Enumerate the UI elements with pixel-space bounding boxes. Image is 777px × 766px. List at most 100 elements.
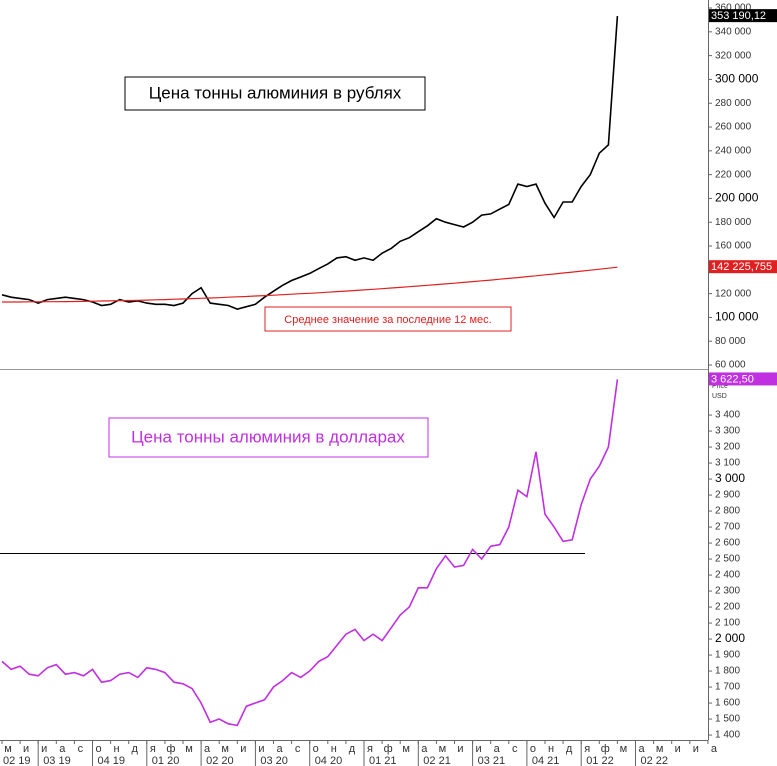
x-tick-label: ф — [166, 743, 175, 755]
x-tick-label: н — [548, 743, 554, 755]
y-tick-label: 280 000 — [715, 98, 752, 109]
quarter-label: 02 22 — [641, 755, 669, 766]
y-tick-label: 1 500 — [715, 714, 740, 725]
axis-unit: USD — [712, 393, 727, 400]
y-tick-label: 2 800 — [715, 506, 740, 517]
y-tick-label: 2 500 — [715, 554, 740, 565]
quarter-label: 04 19 — [98, 755, 126, 766]
x-tick-label: а — [421, 743, 428, 755]
x-tick-label: о — [313, 743, 319, 755]
last-value-box — [709, 260, 777, 274]
y-tick-label: 1 400 — [715, 730, 740, 741]
x-tick-label: а — [59, 743, 66, 755]
y-tick-label: 2 600 — [715, 538, 740, 549]
x-tick-label: я — [150, 743, 156, 755]
y-tick-label: 1 600 — [715, 698, 740, 709]
last-value-box — [709, 9, 777, 23]
x-tick-label: д — [349, 743, 356, 755]
quarter-label: 04 20 — [315, 755, 343, 766]
x-tick-label: и — [457, 743, 463, 755]
quarter-label: 01 22 — [586, 755, 614, 766]
y-tick-label: 160 000 — [715, 241, 752, 252]
annotation-box — [264, 306, 512, 332]
x-tick-label: я — [367, 743, 373, 755]
x-tick-label: а — [276, 743, 283, 755]
x-tick-label: и — [23, 743, 29, 755]
x-tick-label: и — [258, 743, 264, 755]
quarter-label: 01 21 — [369, 755, 397, 766]
y-tick-label: 2 100 — [715, 618, 740, 629]
y-tick-label: 100 000 — [715, 310, 759, 324]
y-tick-label: 2 700 — [715, 522, 740, 533]
y-tick-label: 2 200 — [715, 602, 740, 613]
x-tick-label: а — [494, 743, 501, 755]
quarter-label: 02 21 — [423, 755, 451, 766]
line — [2, 266, 618, 303]
y-tick-label: 1 800 — [715, 666, 740, 677]
x-tick-label: ф — [384, 743, 393, 755]
quarter-label: 03 20 — [260, 755, 288, 766]
x-tick-label: а — [204, 743, 211, 755]
x-tick-label: и — [675, 743, 681, 755]
y-tick-label: 180 000 — [715, 217, 752, 228]
x-tick-label: а — [711, 743, 718, 755]
last-value-label: 353 190,12 — [711, 10, 766, 22]
annotation-box — [108, 417, 429, 458]
annotation: Цена тонны алюминия в рублях — [149, 83, 402, 102]
quarter-label: 03 19 — [43, 755, 71, 766]
x-tick-label: о — [95, 743, 101, 755]
x-tick-label: д — [131, 743, 138, 755]
x-tick-label: м — [402, 743, 410, 755]
quarter-label: 03 21 — [478, 755, 506, 766]
y-tick-label: 260 000 — [715, 122, 752, 133]
y-tick-label: 300 000 — [715, 72, 759, 86]
x-tick-label: м — [4, 743, 12, 755]
annotation-box — [124, 76, 426, 111]
y-tick-label: 3 200 — [715, 442, 740, 453]
y-tick-label: 60 000 — [715, 360, 746, 371]
line — [1, 379, 619, 727]
y-tick-label: 2 400 — [715, 570, 740, 581]
y-tick-label: 2 000 — [715, 631, 745, 645]
x-tick-label: н — [331, 743, 337, 755]
x-tick-label: д — [566, 743, 573, 755]
y-tick-label: 3 000 — [715, 471, 745, 485]
y-tick-label: 120 000 — [715, 288, 752, 299]
y-tick-label: 3 300 — [715, 426, 740, 437]
y-tick-label: 1 700 — [715, 682, 740, 693]
x-tick-label: и — [476, 743, 482, 755]
x-tick-label: ф — [601, 743, 610, 755]
y-tick-label: 2 300 — [715, 586, 740, 597]
x-tick-label: с — [512, 743, 518, 755]
y-tick-label: 200 000 — [715, 191, 759, 205]
quarter-label: 01 20 — [152, 755, 180, 766]
x-tick-label: и — [41, 743, 47, 755]
x-tick-label: м — [656, 743, 664, 755]
y-tick-label: 240 000 — [715, 145, 752, 156]
annotation: Цена тонны алюминия в долларах — [131, 427, 405, 446]
x-tick-label: и — [693, 743, 699, 755]
line — [1, 16, 619, 310]
annotation: Среднее значение за последние 12 мес. — [284, 314, 491, 326]
y-tick-label: 320 000 — [715, 50, 752, 61]
x-tick-label: м — [620, 743, 628, 755]
x-tick-label: о — [530, 743, 536, 755]
quarter-label: 02 20 — [206, 755, 234, 766]
y-tick-label: 220 000 — [715, 169, 752, 180]
y-tick-label: 3 100 — [715, 458, 740, 469]
y-tick-label: 2 900 — [715, 490, 740, 501]
y-tick-label: 360 000 — [715, 3, 752, 14]
last-value-label: 142 225,755 — [711, 261, 772, 273]
x-tick-label: а — [638, 743, 645, 755]
x-tick-label: м — [185, 743, 193, 755]
x-tick-label: м — [439, 743, 447, 755]
x-tick-label: с — [78, 743, 84, 755]
x-tick-label: с — [295, 743, 301, 755]
last-value-box — [709, 372, 777, 386]
last-value-label: 3 622,50 — [711, 373, 754, 385]
quarter-label: 02 19 — [3, 755, 31, 766]
y-tick-label: 3 400 — [715, 410, 740, 421]
